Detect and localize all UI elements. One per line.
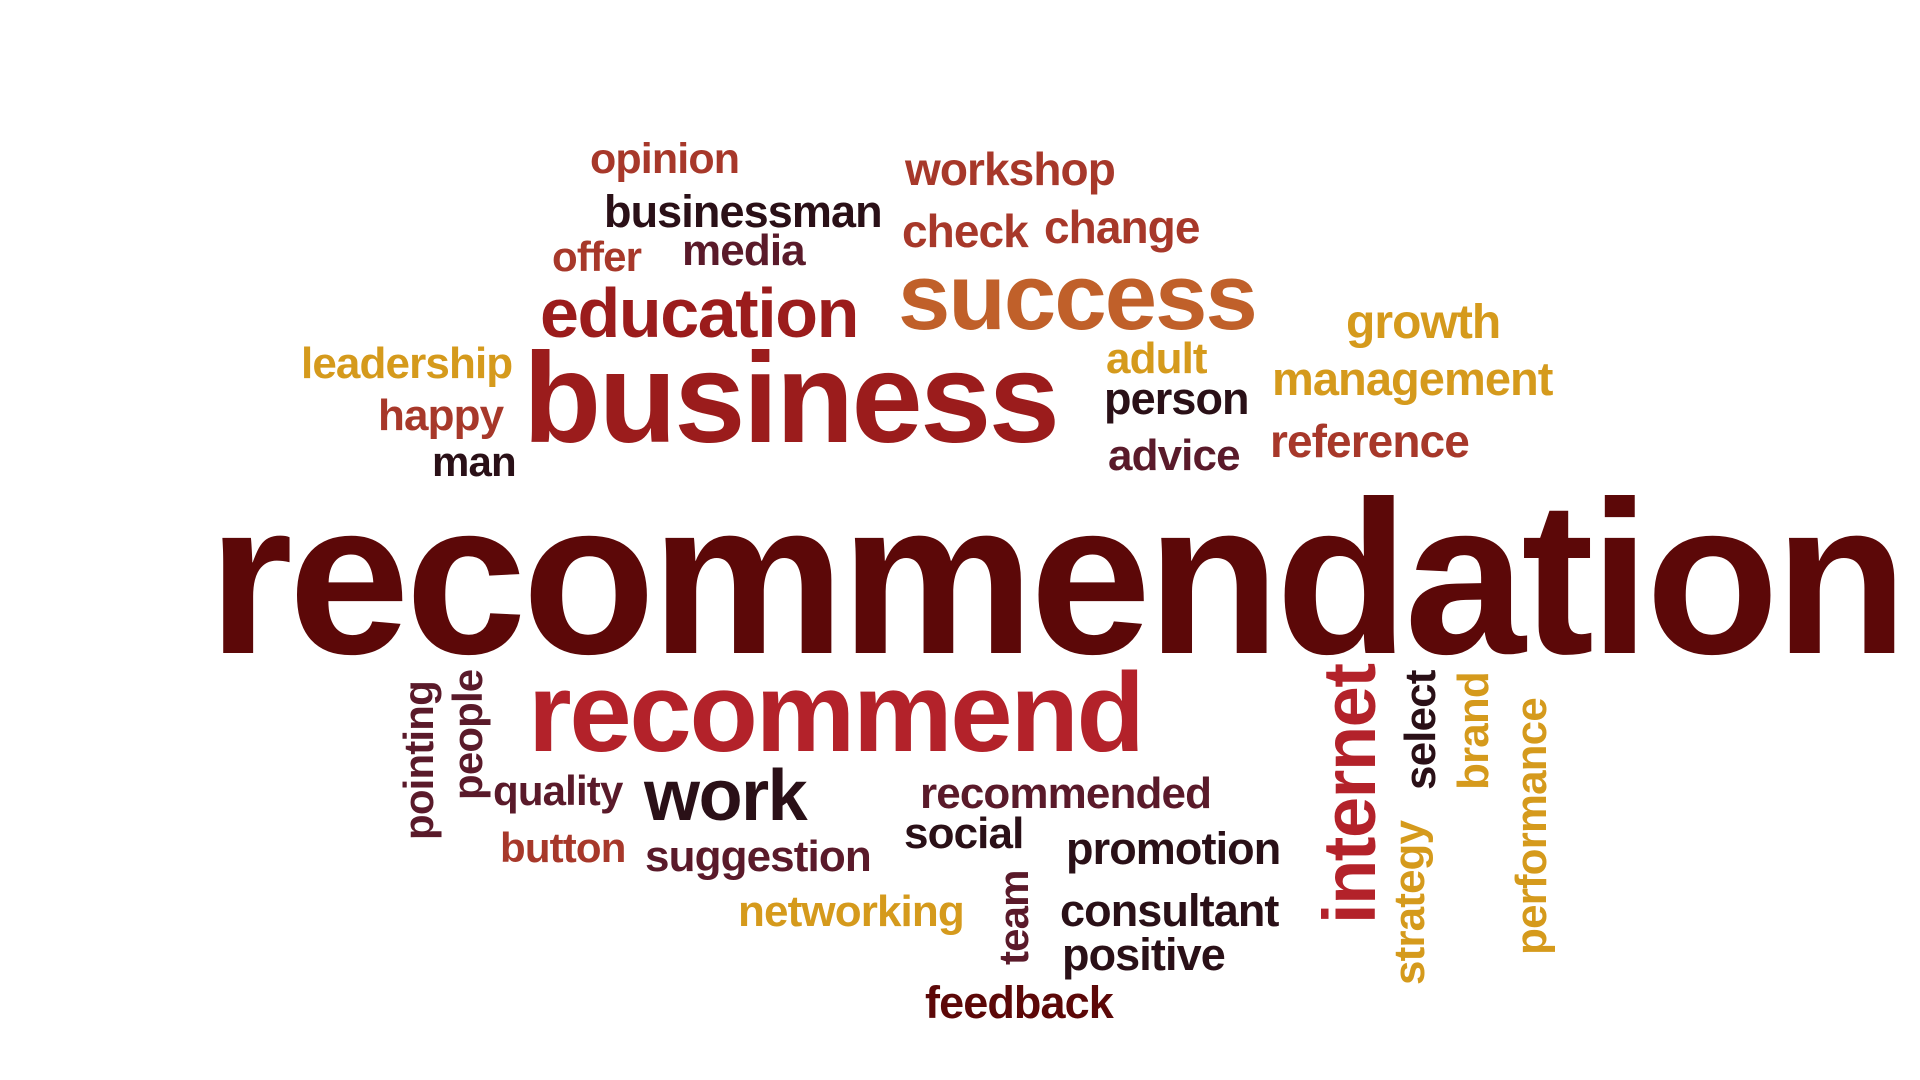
word-networking: networking [738, 887, 965, 936]
word-workshop: workshop [905, 143, 1116, 195]
word-promotion: promotion [1066, 823, 1281, 874]
word-business: business [523, 327, 1060, 470]
word-check: check [902, 205, 1029, 257]
word-consultant: consultant [1060, 885, 1279, 936]
word-feedback: feedback [925, 977, 1114, 1028]
word-performance: performance [1507, 698, 1556, 955]
word-happy: happy [378, 391, 504, 440]
word-button: button [500, 824, 626, 871]
word-adult: adult [1106, 334, 1208, 383]
word-media: media [682, 226, 806, 275]
word-team: team [990, 870, 1037, 965]
word-growth: growth [1346, 296, 1501, 349]
word-recommend: recommend [528, 650, 1145, 775]
word-success: success [898, 244, 1258, 349]
word-work: work [644, 756, 808, 836]
word-offer: offer [552, 233, 642, 280]
word-recommended: recommended [920, 769, 1212, 818]
word-education: education [540, 274, 859, 352]
word-person: person [1104, 373, 1250, 424]
word-businessman: businessman [604, 186, 883, 237]
word-advice: advice [1108, 431, 1241, 480]
word-management: management [1272, 352, 1553, 405]
word-opinion: opinion [590, 135, 740, 183]
word-social: social [904, 809, 1024, 858]
word-recommendation: recommendation [208, 457, 1908, 700]
word-change: change [1044, 201, 1200, 253]
word-quality: quality [493, 767, 623, 814]
word-positive: positive [1062, 929, 1226, 980]
word-pointing: pointing [395, 681, 442, 840]
word-brand: brand [1449, 672, 1498, 790]
word-man: man [432, 438, 517, 485]
word-people: people [444, 669, 491, 800]
word-reference: reference [1270, 415, 1470, 467]
word-suggestion: suggestion [645, 832, 872, 881]
word-strategy: strategy [1385, 820, 1434, 985]
word-internet: internet [1308, 664, 1391, 924]
word-leadership: leadership [301, 339, 513, 388]
word-select: select [1396, 670, 1445, 790]
